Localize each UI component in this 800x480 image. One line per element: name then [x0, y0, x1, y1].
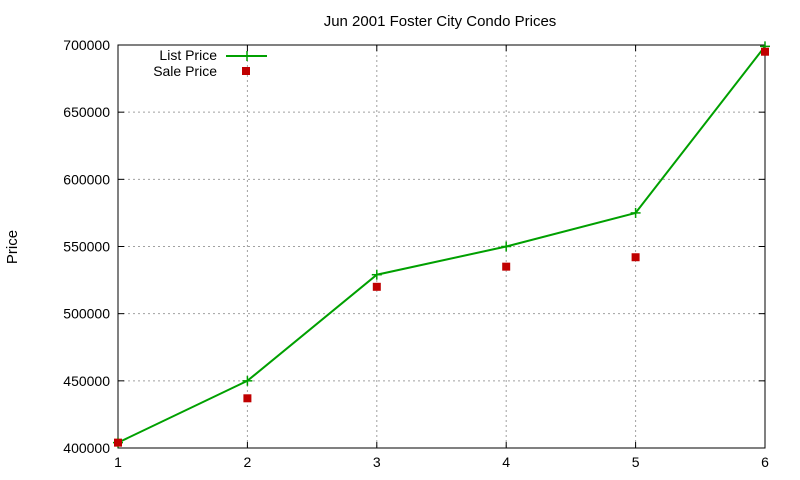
series-group [113, 41, 770, 448]
data-point-sale-price [761, 47, 769, 56]
data-point-sale-price [114, 438, 122, 447]
x-tick-label: 3 [373, 454, 381, 470]
y-tick-label: 400000 [63, 440, 110, 456]
data-point-sale-price [502, 262, 511, 271]
x-tick-label: 1 [114, 454, 122, 470]
x-tick-label: 4 [502, 454, 510, 470]
x-tick-label: 6 [761, 454, 769, 470]
y-tick-label: 500000 [63, 306, 110, 322]
legend-marker-list-price [242, 51, 252, 61]
x-axis-ticks: 1 2 3 4 5 6 [114, 45, 769, 470]
data-point-list-price [501, 241, 512, 252]
series-sale-price [114, 47, 769, 447]
legend-marker-sale-price [242, 67, 250, 75]
y-tick-label: 450000 [63, 373, 110, 389]
grid [118, 45, 765, 448]
y-axis-ticks: 400000 450000 500000 550000 600000 650000 7000… [63, 37, 765, 456]
x-tick-label: 5 [632, 454, 640, 470]
data-point-sale-price [243, 394, 252, 403]
y-tick-label: 600000 [63, 171, 110, 187]
data-point-list-price [242, 375, 253, 386]
plot-frame [117, 44, 766, 449]
x-tick-label: 2 [244, 454, 252, 470]
legend-label-list-price: List Price [159, 47, 217, 63]
y-tick-label: 550000 [63, 239, 110, 255]
data-point-list-price [371, 269, 382, 280]
y-tick-label: 650000 [63, 104, 110, 120]
chart-title: Jun 2001 Foster City Condo Prices [324, 13, 557, 30]
legend: List Price Sale Price [153, 47, 267, 79]
y-axis-label: Price [4, 230, 21, 264]
data-point-sale-price [631, 253, 640, 262]
data-point-sale-price [372, 282, 381, 291]
y-tick-label: 700000 [63, 37, 110, 53]
series-line-list-price [117, 45, 766, 444]
legend-label-sale-price: Sale Price [153, 63, 217, 79]
series-list-price [113, 41, 770, 448]
data-point-list-price [630, 207, 641, 218]
